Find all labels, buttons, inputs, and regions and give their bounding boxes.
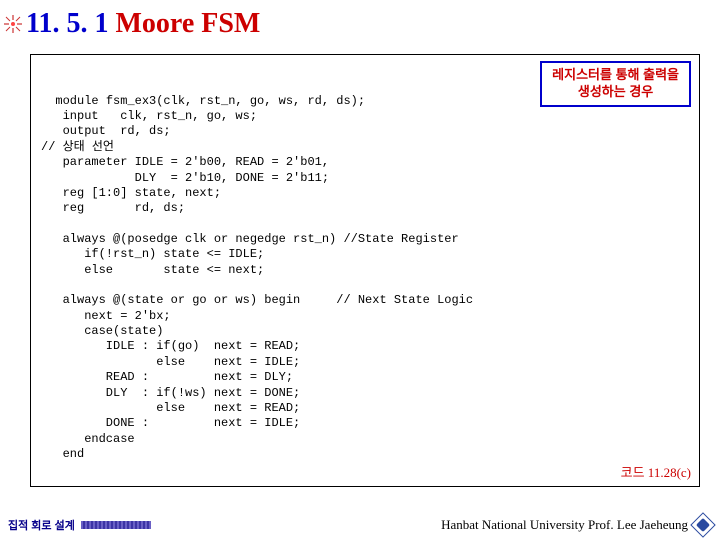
code-box: 레지스터를 통해 출력을 생성하는 경우 module fsm_ex3(clk,… <box>30 54 700 487</box>
footer-left-text: 집적 회로 설계 <box>8 517 75 533</box>
bullet-icon <box>4 15 22 33</box>
footer: 집적 회로 설계 Hanbat National University Prof… <box>0 516 720 534</box>
page-title: 11. 5. 1 Moore FSM <box>26 8 260 40</box>
code-label: 코드 11.28(c) <box>621 465 691 482</box>
title-name: Moore FSM <box>115 8 260 39</box>
annotation-line2: 생성하는 경우 <box>552 84 679 101</box>
footer-bar-icon <box>81 521 151 529</box>
annotation-line1: 레지스터를 통해 출력을 <box>552 67 679 84</box>
footer-right: Hanbat National University Prof. Lee Jae… <box>441 516 712 534</box>
footer-logo-icon <box>690 512 715 537</box>
annotation-box: 레지스터를 통해 출력을 생성하는 경우 <box>540 61 691 107</box>
footer-right-text: Hanbat National University Prof. Lee Jae… <box>441 517 688 533</box>
footer-left: 집적 회로 설계 <box>8 517 151 533</box>
title-bar: 11. 5. 1 Moore FSM <box>0 0 720 44</box>
title-number: 11. 5. 1 <box>26 8 108 39</box>
code-content: module fsm_ex3(clk, rst_n, go, ws, rd, d… <box>41 94 473 461</box>
